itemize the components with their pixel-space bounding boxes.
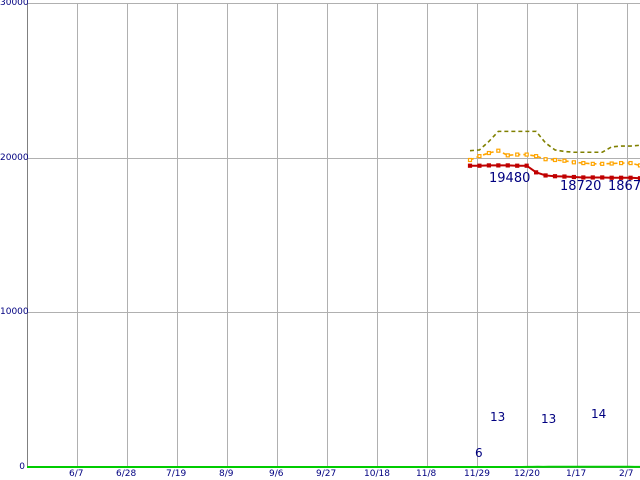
data-value-label: 13 [541,412,557,426]
y-tick-label: 10000 [0,307,29,317]
data-point-marker [534,154,539,159]
series-line-upper-olive-dashed [469,130,640,154]
x-tick-label: 1/17 [566,469,587,479]
series-lower-red-solid [467,163,640,181]
data-point-marker [496,148,501,153]
x-tick-label: 9/6 [269,469,284,479]
data-point-marker [543,173,548,178]
data-point-marker [524,163,529,168]
data-value-label: 19480 [489,171,531,186]
data-point-marker [619,160,624,166]
data-point-marker [609,161,614,166]
data-point-marker [581,175,586,180]
x-tick-label: 2/7 [619,469,634,479]
horizontal-gridlines [27,3,640,468]
data-point-marker [552,174,558,179]
data-point-marker [524,152,529,157]
data-point-marker [562,158,567,163]
data-value-label: 14 [591,407,607,421]
data-point-marker [562,174,567,179]
data-point-marker [590,161,595,166]
data-point-marker [571,174,576,180]
y-tick-label: 30000 [0,0,29,8]
data-point-marker [505,163,510,168]
data-point-marker [590,175,595,180]
data-point-marker [571,160,576,165]
axis-lines [27,3,640,468]
data-point-marker [467,157,473,163]
series-layer [27,130,640,468]
data-point-marker [477,163,482,168]
x-tick-label: 10/18 [364,469,390,479]
x-tick-label: 12/20 [514,469,540,479]
data-point-marker [600,175,605,180]
data-point-marker [543,157,548,162]
series-upper-olive-dashed [469,130,640,154]
data-point-marker [637,176,640,181]
data-point-marker [628,160,633,166]
vertical-gridlines [77,3,628,467]
data-point-marker [486,150,491,156]
data-value-label: 18720 [560,179,602,194]
y-tick-label: 0 [19,462,25,472]
data-point-marker [505,153,510,158]
series-mid-orange-dashed [467,148,640,168]
data-value-label: 18670 [608,179,640,194]
data-point-marker [467,163,473,168]
x-tick-label: 11/8 [416,469,437,479]
x-tick-label: 6/28 [116,469,137,479]
data-value-label: 6 [475,446,483,460]
data-point-marker [628,175,633,180]
data-value-label: 13 [490,410,506,424]
data-point-marker [486,163,491,168]
data-point-marker [496,163,501,168]
data-point-marker [515,152,520,157]
data-point-marker [515,163,520,168]
data-point-marker [609,175,614,180]
x-tick-label: 9/27 [316,469,337,479]
data-point-marker [637,163,640,168]
x-tick-label: 11/29 [464,469,490,479]
x-tick-label: 6/7 [69,469,84,479]
x-tick-label: 7/19 [166,469,187,479]
x-tick-label: 8/9 [219,469,234,479]
data-point-marker [552,157,558,163]
data-point-marker [619,175,624,180]
data-point-marker [477,154,482,159]
data-point-marker [600,161,605,166]
data-point-marker [581,160,586,166]
data-point-marker [534,170,539,175]
y-tick-label: 20000 [0,153,29,163]
